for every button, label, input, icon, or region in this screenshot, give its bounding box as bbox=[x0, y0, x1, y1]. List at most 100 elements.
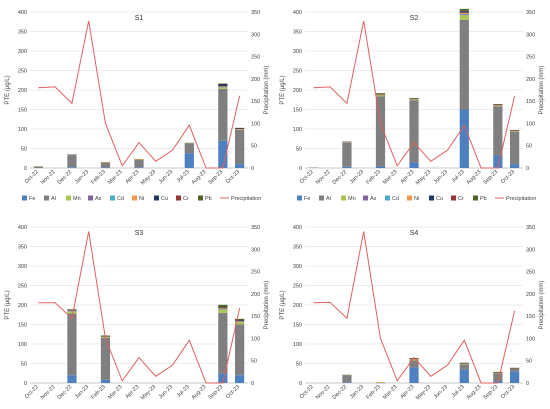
chart-title: S3 bbox=[135, 230, 144, 237]
legend-swatch-pb bbox=[198, 195, 203, 201]
bar-segment-fe bbox=[218, 373, 228, 383]
legend-label: Fe bbox=[304, 196, 310, 202]
y2-tick-label: 150 bbox=[251, 314, 260, 320]
legend-swatch-cd bbox=[110, 195, 115, 201]
chart-panel-s4: 0 50 100 150 200 250 300 350 400 0 50 100 150 200 250 3… bbox=[280, 225, 545, 401]
legend-swatch-ni bbox=[132, 195, 137, 201]
bar-segment-fe bbox=[67, 167, 77, 168]
x-tick-label: Jun-23 bbox=[433, 384, 449, 400]
legend-label: Mn bbox=[348, 196, 356, 202]
legend-swatch-cr bbox=[451, 195, 456, 201]
x-tick-label: Sep-23 bbox=[207, 384, 224, 401]
y2-tick-label: 100 bbox=[251, 121, 260, 127]
x-tick-label: Jun-23 bbox=[158, 384, 174, 400]
legend-label: Cr bbox=[183, 196, 189, 202]
y-tick-label: 100 bbox=[293, 342, 302, 348]
bar-segment-al bbox=[33, 166, 43, 168]
y-tick-label: 250 bbox=[18, 69, 27, 75]
x-tick-label: Jan-23 bbox=[349, 384, 365, 400]
y-tick-label: 350 bbox=[293, 245, 302, 251]
y2-tick-label: 200 bbox=[251, 77, 260, 83]
y2-tick-label: 200 bbox=[526, 292, 535, 298]
x-tick-label: Jul-23 bbox=[451, 384, 466, 399]
bar-segment-fe bbox=[510, 164, 520, 168]
y-tick-label: 150 bbox=[293, 323, 302, 329]
y2-tick-label: 0 bbox=[251, 166, 254, 172]
y2-axis-title: Precipitation (mm) bbox=[539, 66, 545, 115]
y-axis-title: PTE (µg/L) bbox=[5, 75, 11, 104]
y2-tick-label: 350 bbox=[526, 10, 535, 16]
bar-segment-cu bbox=[235, 320, 245, 322]
bar-segment-al bbox=[235, 129, 245, 165]
bar-segment-pb bbox=[235, 318, 245, 321]
y-tick-label: 300 bbox=[18, 264, 27, 270]
x-tick-label: Jan-23 bbox=[74, 384, 90, 400]
bar-segment-cu bbox=[218, 83, 228, 87]
x-tick-label: Oct-23 bbox=[225, 169, 241, 185]
bar-segment-al bbox=[67, 155, 77, 168]
precipitation-line bbox=[313, 231, 516, 384]
y-tick-label: 200 bbox=[18, 303, 27, 309]
legend-label: As bbox=[95, 196, 102, 202]
bar-segment-pb bbox=[375, 93, 386, 94]
bar-segment-mn bbox=[409, 99, 419, 101]
y2-tick-label: 250 bbox=[526, 270, 535, 276]
y2-tick-label: 250 bbox=[251, 55, 260, 61]
y-tick-label: 150 bbox=[18, 323, 27, 329]
legend-label: Pb bbox=[205, 196, 212, 202]
y-axis-title: PTE (µg/L) bbox=[280, 75, 286, 104]
y2-tick-label: 200 bbox=[526, 77, 535, 83]
bar-segment-mn bbox=[409, 359, 419, 361]
bar-segment-fe bbox=[342, 166, 352, 168]
y-axis-title: PTE (µg/L) bbox=[280, 290, 286, 319]
y-tick-label: 400 bbox=[293, 10, 302, 16]
y-tick-label: 150 bbox=[18, 108, 27, 114]
y-tick-label: 350 bbox=[18, 30, 27, 36]
y2-tick-label: 300 bbox=[526, 32, 535, 38]
bar-segment-al bbox=[342, 375, 352, 383]
y2-tick-label: 50 bbox=[251, 144, 257, 150]
legend-swatch-ni bbox=[407, 195, 412, 201]
y-tick-label: 50 bbox=[21, 362, 27, 368]
x-tick-label: Feb-23 bbox=[365, 384, 382, 401]
y-tick-label: 0 bbox=[299, 381, 302, 387]
x-tick-label: Feb-23 bbox=[90, 169, 107, 186]
y2-tick-label: 250 bbox=[251, 270, 260, 276]
legend-label: Cu bbox=[436, 196, 443, 202]
y2-tick-label: 150 bbox=[526, 314, 535, 320]
legend-swatch-cu bbox=[154, 195, 159, 201]
x-tick-label: Apr-23 bbox=[399, 169, 415, 185]
y2-tick-label: 150 bbox=[526, 99, 535, 105]
x-tick-label: Dec-22 bbox=[57, 384, 74, 401]
x-tick-label: Apr-23 bbox=[399, 384, 415, 400]
x-tick-label: Feb-23 bbox=[365, 169, 382, 186]
chart-panel-s3: 0 50 100 150 200 250 300 350 400 0 50 100 150 200 250 3… bbox=[5, 225, 270, 401]
bar-segment-as bbox=[459, 14, 469, 16]
bar-segment-al bbox=[184, 143, 194, 154]
y2-tick-label: 0 bbox=[526, 166, 529, 172]
x-tick-label: Jun-23 bbox=[433, 169, 449, 185]
x-tick-label: Jan-23 bbox=[349, 169, 365, 185]
y-tick-label: 400 bbox=[18, 10, 27, 16]
x-tick-label: May-23 bbox=[415, 169, 432, 186]
x-tick-label: Jul-23 bbox=[176, 384, 191, 399]
bar-segment-al bbox=[134, 159, 144, 168]
x-tick-label: Sep-23 bbox=[482, 169, 499, 186]
bar-segment-al bbox=[67, 313, 77, 376]
x-tick-label: Apr-23 bbox=[124, 169, 140, 185]
legend-label: Cr bbox=[458, 196, 464, 202]
legend-label: Ni bbox=[414, 196, 419, 202]
precipitation-line bbox=[313, 20, 516, 169]
x-tick-label: Dec-22 bbox=[57, 169, 74, 186]
bar-segment-pb bbox=[218, 304, 228, 308]
x-tick-label: Feb-23 bbox=[90, 384, 107, 401]
y-tick-label: 350 bbox=[293, 30, 302, 36]
chart-panel-s2: 0 50 100 150 200 250 300 350 400 0 50 100 150 200 250 3… bbox=[280, 8, 545, 202]
y-tick-label: 400 bbox=[293, 225, 302, 231]
bar-segment-al bbox=[493, 373, 503, 382]
x-tick-label: Jun-23 bbox=[158, 169, 174, 185]
bar-segment-pb bbox=[459, 8, 469, 11]
bar-segment-mn bbox=[218, 87, 228, 89]
bar-segment-pb bbox=[67, 309, 77, 311]
legend-swatch-fe bbox=[297, 195, 302, 201]
